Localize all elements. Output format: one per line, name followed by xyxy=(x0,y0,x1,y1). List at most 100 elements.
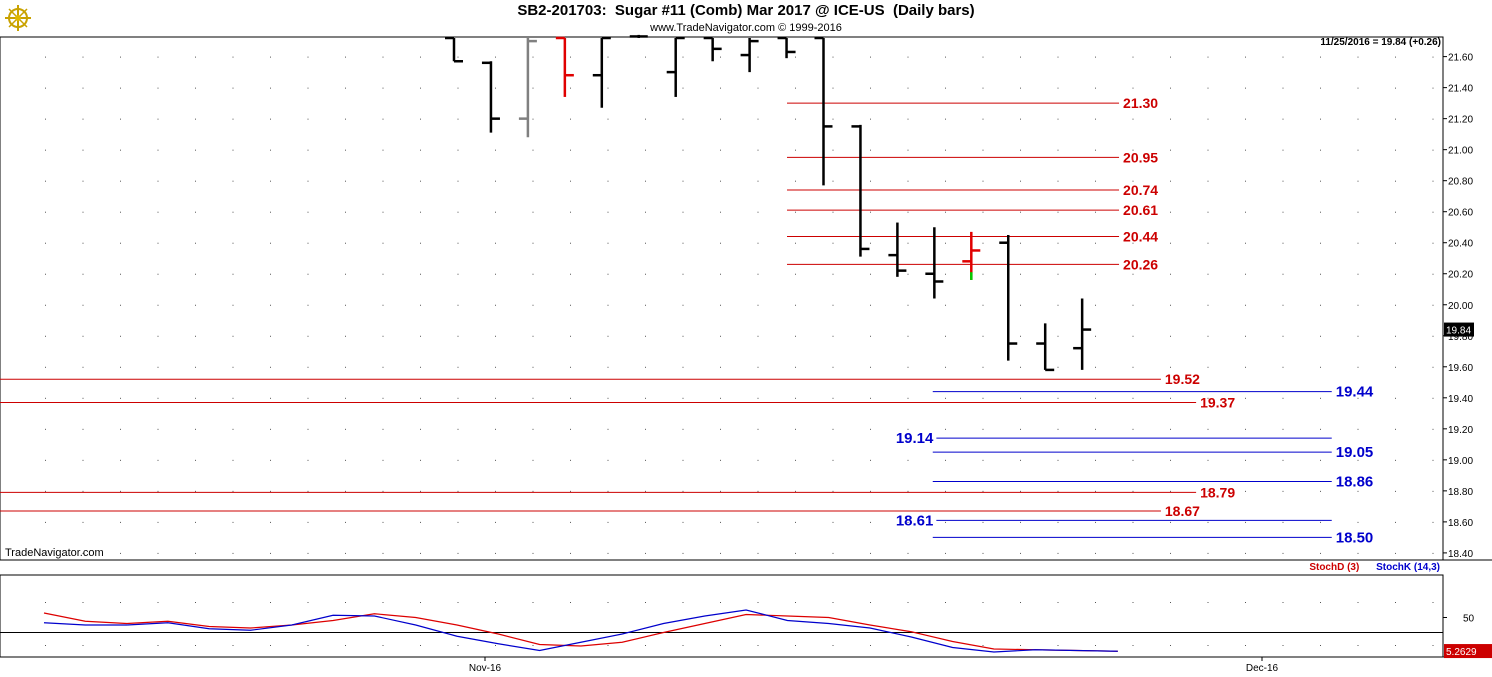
grid-dot xyxy=(1395,335,1396,337)
grid-dot xyxy=(870,304,871,306)
grid-dot xyxy=(720,602,721,603)
grid-dot xyxy=(1395,87,1396,89)
grid-dot xyxy=(757,397,759,399)
grid-dot xyxy=(1432,242,1434,244)
grid-dot xyxy=(1357,552,1359,554)
grid-dot xyxy=(532,397,534,399)
grid-dot xyxy=(1095,366,1096,368)
y-tick-label: 19.00 xyxy=(1448,456,1473,467)
grid-dot xyxy=(1132,211,1134,213)
grid-dot xyxy=(645,645,646,646)
grid-dot xyxy=(832,242,834,244)
grid-dot xyxy=(495,366,496,368)
grid-dot xyxy=(1395,149,1396,151)
grid-dot xyxy=(157,149,159,151)
grid-dot xyxy=(1245,552,1246,554)
grid-dot xyxy=(757,242,759,244)
ohlc-bar xyxy=(666,36,685,97)
grid-dot xyxy=(270,645,271,646)
grid-dot xyxy=(195,242,196,244)
grid-dot xyxy=(345,56,346,58)
grid-dot xyxy=(1095,87,1096,89)
grid-dot xyxy=(1320,459,1321,461)
grid-dot xyxy=(82,602,84,603)
grid-dot xyxy=(307,87,309,89)
grid-dot xyxy=(495,149,496,151)
grid-dot xyxy=(157,273,159,275)
grid-dot xyxy=(1095,428,1096,430)
grid-dot xyxy=(270,149,271,151)
grid-dot xyxy=(1132,118,1134,120)
grid-dot xyxy=(682,428,684,430)
grid-dot xyxy=(1395,645,1396,646)
grid-dot xyxy=(757,335,759,337)
grid-dot xyxy=(645,304,646,306)
grid-dot xyxy=(1170,118,1171,120)
grid-dot xyxy=(757,428,759,430)
grid-dot xyxy=(1095,459,1096,461)
level-label: 19.37 xyxy=(1200,394,1235,410)
grid-dot xyxy=(645,397,646,399)
y-tick-label: 21.20 xyxy=(1448,115,1473,126)
grid-dot xyxy=(1245,459,1246,461)
grid-dot xyxy=(232,304,234,306)
grid-dot xyxy=(157,56,159,58)
grid-dot xyxy=(495,428,496,430)
grid-dot xyxy=(82,304,84,306)
grid-dot xyxy=(1395,56,1396,58)
grid-dot xyxy=(607,180,609,182)
grid-dot xyxy=(1320,335,1321,337)
grid-dot xyxy=(532,304,534,306)
grid-dot xyxy=(45,211,46,213)
grid-dot xyxy=(495,273,496,275)
grid-dot xyxy=(1432,459,1434,461)
grid-dot xyxy=(1207,490,1209,492)
grid-dot xyxy=(1170,490,1171,492)
grid-dot xyxy=(757,149,759,151)
grid-dot xyxy=(457,118,459,120)
grid-dot xyxy=(120,304,121,306)
grid-dot xyxy=(195,397,196,399)
grid-dot xyxy=(420,180,421,182)
grid-dot xyxy=(645,242,646,244)
grid-dot xyxy=(45,304,46,306)
grid-dot xyxy=(870,118,871,120)
grid-dot xyxy=(270,335,271,337)
grid-dot xyxy=(270,242,271,244)
grid-dot xyxy=(157,552,159,554)
grid-dot xyxy=(457,56,459,58)
grid-dot xyxy=(870,428,871,430)
stoch-line xyxy=(43,609,1118,653)
grid-dot xyxy=(945,211,946,213)
grid-dot xyxy=(120,211,121,213)
grid-dot xyxy=(232,273,234,275)
grid-dot xyxy=(1395,428,1396,430)
grid-dot xyxy=(457,490,459,492)
grid-dot xyxy=(307,552,309,554)
grid-dot xyxy=(607,335,609,337)
grid-dot xyxy=(382,118,384,120)
grid-dot xyxy=(870,552,871,554)
x-tick-label: Dec-16 xyxy=(1246,663,1279,674)
grid-dot xyxy=(232,335,234,337)
grid-dot xyxy=(1170,242,1171,244)
grid-dot xyxy=(307,645,309,646)
grid-dot xyxy=(907,180,909,182)
grid-dot xyxy=(907,211,909,213)
grid-dot xyxy=(907,490,909,492)
grid-dot xyxy=(1020,552,1021,554)
grid-dot xyxy=(907,149,909,151)
grid-dot xyxy=(1132,304,1134,306)
grid-dot xyxy=(645,490,646,492)
grid-dot xyxy=(195,552,196,554)
grid-dot xyxy=(720,149,721,151)
ohlc-bar xyxy=(1036,323,1055,372)
grid-dot xyxy=(570,459,571,461)
grid-dot xyxy=(495,304,496,306)
grid-dot xyxy=(982,645,984,646)
grid-dot xyxy=(382,397,384,399)
grid-dot xyxy=(645,366,646,368)
grid-dot xyxy=(682,335,684,337)
grid-dot xyxy=(720,273,721,275)
